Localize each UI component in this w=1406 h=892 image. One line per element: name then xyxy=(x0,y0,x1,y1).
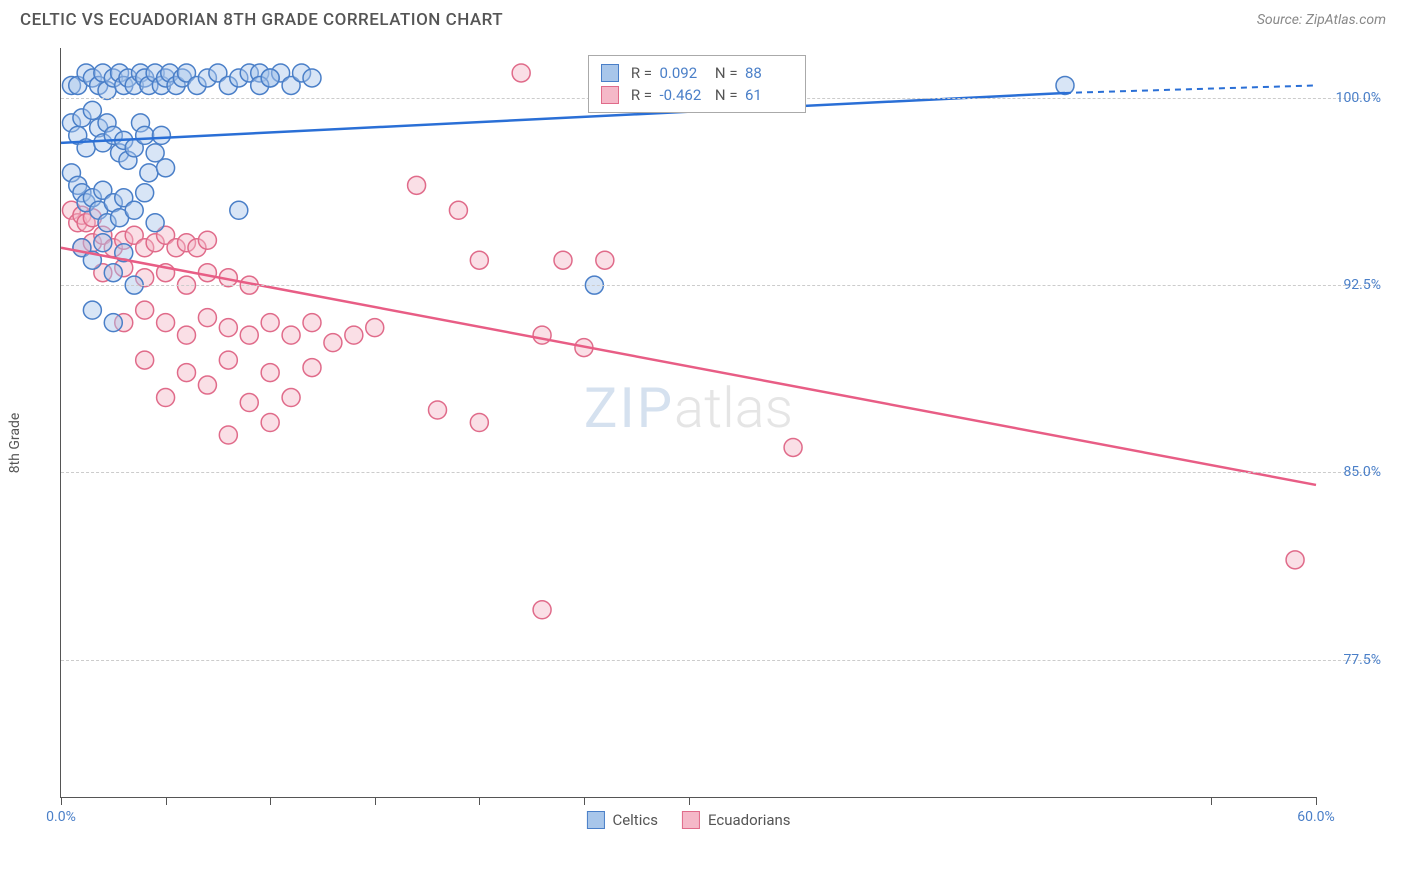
x-tick-label-max: 60.0% xyxy=(1297,809,1335,825)
legend-label-celtics: Celtics xyxy=(612,811,658,829)
point-ecuadorian xyxy=(303,314,321,332)
point-ecuadorian xyxy=(366,319,384,337)
point-ecuadorian xyxy=(219,319,237,337)
point-ecuadorian xyxy=(282,326,300,344)
legend-swatch-ecuadorians xyxy=(682,811,700,829)
point-celtic xyxy=(83,301,101,319)
y-tick-label: 77.5% xyxy=(1343,652,1381,668)
x-tick xyxy=(270,797,271,805)
point-ecuadorian xyxy=(219,426,237,444)
x-tick xyxy=(375,797,376,805)
legend-swatch xyxy=(601,64,619,82)
point-ecuadorian xyxy=(512,64,530,82)
x-tick xyxy=(1211,797,1212,805)
trendline-celtic-dash xyxy=(1065,85,1316,92)
y-axis-label: 8th Grade xyxy=(7,413,23,474)
point-ecuadorian xyxy=(240,394,258,412)
gridline xyxy=(61,660,1376,661)
point-ecuadorian xyxy=(219,351,237,369)
y-tick-label: 85.0% xyxy=(1343,464,1381,480)
x-tick xyxy=(689,797,690,805)
chart-container: 8th Grade ZIPatlas Celtics Ecuadorians 7… xyxy=(20,38,1386,848)
point-ecuadorian xyxy=(784,438,802,456)
point-celtic xyxy=(152,126,170,144)
x-tick xyxy=(584,797,585,805)
correlation-legend-row: R = -0.462 N = 61 xyxy=(601,84,793,106)
point-ecuadorian xyxy=(198,376,216,394)
point-ecuadorian xyxy=(178,364,196,382)
point-ecuadorian xyxy=(136,351,154,369)
legend-swatch-celtics xyxy=(586,811,604,829)
point-ecuadorian xyxy=(533,601,551,619)
point-celtic xyxy=(1056,76,1074,94)
x-tick xyxy=(166,797,167,805)
point-celtic xyxy=(94,234,112,252)
point-celtic xyxy=(104,314,122,332)
point-ecuadorian xyxy=(157,389,175,407)
legend-item-ecuadorians: Ecuadorians xyxy=(682,811,791,829)
point-ecuadorian xyxy=(303,359,321,377)
trendline-celtic xyxy=(61,93,1065,143)
point-celtic xyxy=(157,159,175,177)
point-celtic xyxy=(303,69,321,87)
trendline-ecuadorian xyxy=(61,248,1316,485)
point-celtic xyxy=(83,101,101,119)
point-ecuadorian xyxy=(282,389,300,407)
point-ecuadorian xyxy=(470,414,488,432)
plot-area: ZIPatlas Celtics Ecuadorians 77.5%85.0%9… xyxy=(60,48,1316,798)
point-ecuadorian xyxy=(198,309,216,327)
legend-swatch xyxy=(601,86,619,104)
x-tick xyxy=(61,797,62,805)
point-celtic xyxy=(140,164,158,182)
point-ecuadorian xyxy=(449,201,467,219)
legend-stats: R = -0.462 N = 61 xyxy=(627,86,793,104)
gridline xyxy=(61,472,1376,473)
point-ecuadorian xyxy=(596,251,614,269)
correlation-legend-row: R = 0.092 N = 88 xyxy=(601,62,793,84)
point-ecuadorian xyxy=(345,326,363,344)
y-tick-label: 100.0% xyxy=(1336,90,1381,106)
point-ecuadorian xyxy=(240,326,258,344)
x-tick-label-min: 0.0% xyxy=(46,809,76,825)
point-ecuadorian xyxy=(429,401,447,419)
bottom-legend: Celtics Ecuadorians xyxy=(586,811,790,829)
point-ecuadorian xyxy=(533,326,551,344)
point-celtic xyxy=(104,264,122,282)
legend-stats: R = 0.092 N = 88 xyxy=(627,64,793,82)
point-celtic xyxy=(230,201,248,219)
gridline xyxy=(61,285,1376,286)
point-celtic xyxy=(136,184,154,202)
point-ecuadorian xyxy=(198,231,216,249)
point-ecuadorian xyxy=(178,326,196,344)
point-ecuadorian xyxy=(136,301,154,319)
legend-item-celtics: Celtics xyxy=(586,811,658,829)
point-ecuadorian xyxy=(554,251,572,269)
chart-title: CELTIC VS ECUADORIAN 8TH GRADE CORRELATI… xyxy=(20,10,503,30)
point-ecuadorian xyxy=(1286,551,1304,569)
point-ecuadorian xyxy=(408,176,426,194)
point-ecuadorian xyxy=(324,334,342,352)
point-ecuadorian xyxy=(198,264,216,282)
point-ecuadorian xyxy=(470,251,488,269)
point-celtic xyxy=(136,126,154,144)
correlation-legend-box: R = 0.092 N = 88 R = -0.462 N = 61 xyxy=(588,55,806,113)
point-celtic xyxy=(125,201,143,219)
point-ecuadorian xyxy=(261,414,279,432)
point-celtic xyxy=(261,69,279,87)
point-ecuadorian xyxy=(157,314,175,332)
source-attribution: Source: ZipAtlas.com xyxy=(1257,12,1386,28)
point-ecuadorian xyxy=(261,314,279,332)
plot-svg xyxy=(61,48,1316,797)
x-tick xyxy=(479,797,480,805)
point-ecuadorian xyxy=(261,364,279,382)
point-celtic xyxy=(146,214,164,232)
y-tick-label: 92.5% xyxy=(1343,277,1381,293)
x-tick xyxy=(1316,797,1317,805)
legend-label-ecuadorians: Ecuadorians xyxy=(708,811,791,829)
